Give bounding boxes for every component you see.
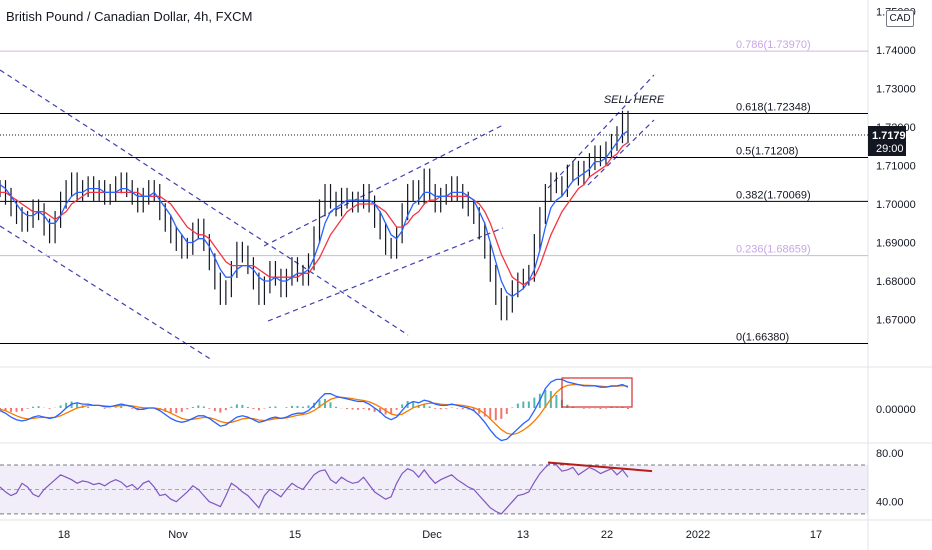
rising-channel-upper-line[interactable] xyxy=(263,124,504,247)
descending-channel-lower-line[interactable] xyxy=(0,225,213,361)
time-axis[interactable]: 18 Nov 15 Dec 13 22 2022 17 xyxy=(58,529,822,541)
fib-level-label: 0(1.66380) xyxy=(736,331,789,343)
rsi-divergence-trendline[interactable] xyxy=(547,461,653,473)
candle-countdown: 29:00 xyxy=(876,143,904,155)
fib-level-label: 0.5(1.71208) xyxy=(736,145,798,157)
time-tick: 2022 xyxy=(686,529,710,541)
time-tick: 17 xyxy=(810,529,822,541)
price-tick: 1.69000 xyxy=(876,238,916,250)
time-tick: 22 xyxy=(601,529,613,541)
price-tick: 1.67000 xyxy=(876,315,916,327)
price-tick: 1.74000 xyxy=(876,45,916,57)
macd-signal-line xyxy=(0,383,629,436)
time-tick: 15 xyxy=(289,529,301,541)
fib-level-label: 0.786(1.73970) xyxy=(736,39,811,51)
last-price-label: 1.71791 29:00 xyxy=(868,126,912,157)
descending-channel-upper-line[interactable] xyxy=(0,69,409,336)
final-channel-upper-line[interactable] xyxy=(547,74,655,189)
final-channel-lower-line[interactable] xyxy=(587,119,655,186)
time-tick: 18 xyxy=(58,529,70,541)
rising-channel-lower-line[interactable] xyxy=(267,227,504,322)
currency-badge[interactable]: CAD xyxy=(886,10,914,27)
drawings[interactable] xyxy=(0,69,655,361)
price-tick: 1.70000 xyxy=(876,199,916,211)
rsi-line xyxy=(0,461,629,515)
macd-zero-tick: 0.00000 xyxy=(876,404,916,416)
time-tick: 13 xyxy=(517,529,529,541)
last-price-value: 1.71791 xyxy=(872,130,912,142)
macd-line xyxy=(0,378,629,442)
macd-highlight-box[interactable] xyxy=(561,377,633,408)
rsi-tick-40: 40.00 xyxy=(876,497,904,509)
fib-level-label: 0.618(1.72348) xyxy=(736,102,811,114)
rsi-tick-80: 80.00 xyxy=(876,448,904,460)
time-tick: Dec xyxy=(422,529,442,541)
price-bars xyxy=(0,110,629,321)
price-axis[interactable]: 1.750001.740001.730001.720001.710001.700… xyxy=(876,6,916,326)
price-tick: 1.73000 xyxy=(876,83,916,95)
chart-title[interactable]: British Pound / Canadian Dollar, 4h, FXC… xyxy=(6,9,253,24)
price-tick: 1.68000 xyxy=(876,276,916,288)
price-tick: 1.71000 xyxy=(876,160,916,172)
fibonacci-retracement[interactable]: 0.786(1.73970) 0.618(1.72348) 0.5(1.71208)… xyxy=(0,39,868,344)
sell-here-annotation[interactable]: SELL HERE xyxy=(604,94,665,106)
fib-level-label: 0.382(1.70069) xyxy=(736,189,811,201)
time-tick: Nov xyxy=(168,529,188,541)
fib-level-label: 0.236(1.68659) xyxy=(736,244,811,256)
ma-fast-line xyxy=(0,130,629,298)
